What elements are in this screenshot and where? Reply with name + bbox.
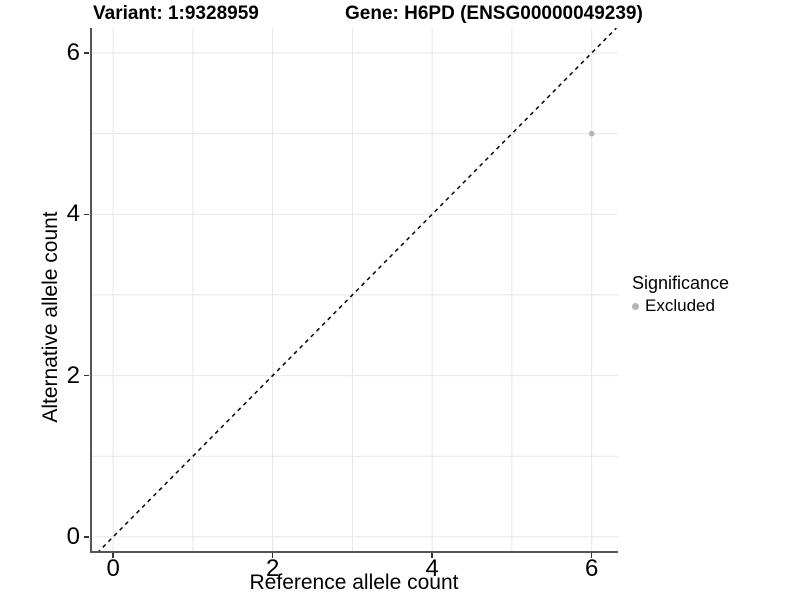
legend: Significance Excluded: [632, 272, 729, 316]
excluded-point-icon: [632, 302, 639, 310]
identity-dashed-line: [96, 28, 617, 553]
y-tick-label: 0: [66, 522, 80, 550]
y-tick-label: 4: [66, 200, 80, 228]
data-point: [588, 130, 595, 137]
y-axis-title: Alternative allele count: [39, 211, 62, 423]
y-tick-mark: [84, 536, 89, 538]
x-axis-title: Reference allele count: [249, 571, 459, 594]
x-tick-label: 4: [425, 555, 439, 582]
x-tick-label: 2: [265, 555, 280, 582]
y-tick-mark: [84, 52, 89, 54]
y-tick-label: 6: [66, 39, 80, 66]
gene-title: Gene: H6PD (ENSG00000049239): [345, 3, 643, 24]
x-tick-mark: [431, 553, 433, 558]
x-tick-label: 0: [106, 555, 120, 582]
y-tick-mark: [84, 213, 89, 216]
x-tick-mark: [112, 553, 114, 558]
legend-item-excluded: Excluded: [632, 296, 729, 316]
plot-area-svg: [90, 28, 618, 553]
x-tick-mark: [590, 553, 593, 558]
y-tick-label: 2: [66, 361, 80, 389]
legend-title: Significance: [632, 273, 730, 293]
y-tick-mark: [84, 374, 89, 377]
variant-title: Variant: 1:9328959: [93, 3, 259, 24]
legend-item-label: Excluded: [645, 296, 715, 315]
plot-panel: [90, 28, 618, 553]
x-tick-mark: [271, 553, 274, 558]
x-tick-label: 6: [584, 555, 599, 582]
